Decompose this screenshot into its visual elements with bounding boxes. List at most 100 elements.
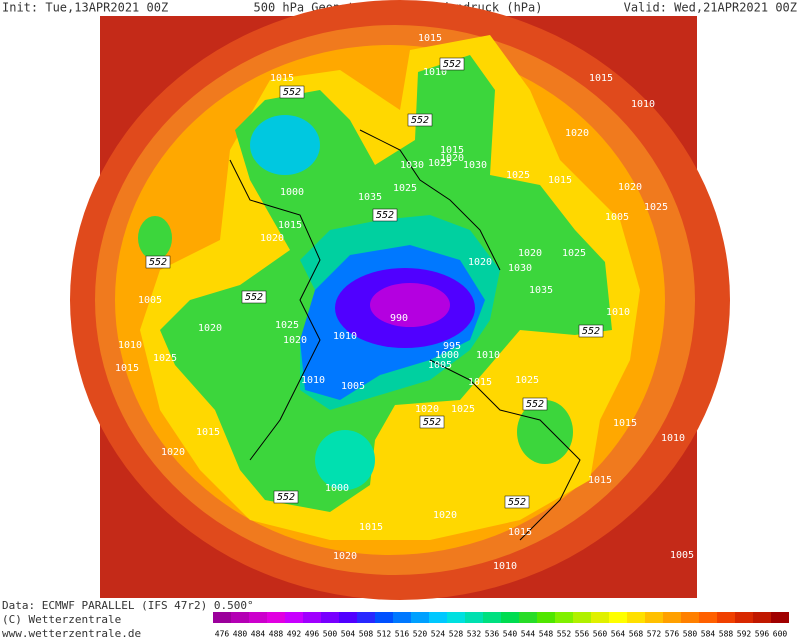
init-time: Init: Tue,13APR2021 00Z	[2, 1, 168, 15]
pressure-label: 1015	[589, 73, 613, 84]
colorbar-swatch	[501, 612, 519, 623]
colorbar-swatch	[555, 612, 573, 623]
colorbar-label: 556	[575, 630, 590, 639]
pressure-label: 1025	[451, 404, 475, 415]
colorbar-label: 588	[719, 630, 734, 639]
colorbar-label: 528	[449, 630, 464, 639]
pressure-label: 1010	[606, 307, 630, 318]
pressure-label: 1020	[440, 153, 464, 164]
pressure-label: 1010	[661, 433, 685, 444]
pressure-label: 1000	[280, 187, 304, 198]
pressure-label: 1025	[562, 248, 586, 259]
pressure-label: 1010	[301, 375, 325, 386]
pressure-label: 1000	[325, 483, 349, 494]
height-label: 552	[582, 326, 600, 337]
colorbar-label: 600	[773, 630, 788, 639]
data-source: Data: ECMWF PARALLEL (IFS 47r2) 0.500°	[2, 599, 254, 612]
pressure-label: 1015	[115, 363, 139, 374]
height-label-box	[279, 85, 305, 99]
height-label-box	[241, 290, 267, 304]
colorbar-label: 496	[305, 630, 320, 639]
pressure-label: 1010	[493, 561, 517, 572]
colorbar-label: 476	[215, 630, 230, 639]
colorbar-label: 568	[629, 630, 644, 639]
zone-green-west	[138, 216, 172, 260]
pressure-label: 1015	[468, 377, 492, 388]
colorbar-label: 536	[485, 630, 500, 639]
colorbar-label: 552	[557, 630, 572, 639]
colorbar-label: 492	[287, 630, 302, 639]
colorbar-label: 480	[233, 630, 248, 639]
height-label-box	[273, 490, 299, 504]
pressure-label: 1005	[605, 212, 629, 223]
pressure-label: 1035	[358, 192, 382, 203]
colorbar-swatch	[573, 612, 591, 623]
zone-purple	[370, 283, 450, 327]
height-label: 552	[526, 399, 544, 410]
pressure-label: 1030	[463, 160, 487, 171]
pressure-label: 1020	[198, 323, 222, 334]
height-label: 552	[376, 210, 394, 221]
colorbar-label: 532	[467, 630, 482, 639]
coastline	[359, 129, 501, 271]
copyright: (C) Wetterzentrale	[2, 613, 121, 626]
zone-cyan-south	[315, 430, 375, 490]
colorbar-label: 524	[431, 630, 446, 639]
pressure-label: 1015	[613, 418, 637, 429]
pressure-label: 1015	[508, 527, 532, 538]
pressure-label: 1015	[359, 522, 383, 533]
colorbar-swatch	[339, 612, 357, 623]
colorbar-label: 580	[683, 630, 698, 639]
pressure-label: 1020	[433, 510, 457, 521]
pressure-label: 1005	[428, 360, 452, 371]
website: www.wetterzentrale.de	[2, 627, 141, 640]
colorbar-swatch	[357, 612, 375, 623]
pressure-label: 1015	[278, 220, 302, 231]
pressure-label: 990	[390, 313, 408, 324]
colorbar-swatch	[681, 612, 699, 623]
colorbar-swatch	[537, 612, 555, 623]
colorbar-swatch	[717, 612, 735, 623]
colorbar-swatch	[375, 612, 393, 623]
pressure-label: 1025	[506, 170, 530, 181]
colorbar-swatch	[735, 612, 753, 623]
colorbar-label: 516	[395, 630, 410, 639]
pressure-label: 1025	[275, 320, 299, 331]
pressure-label: 1005	[138, 295, 162, 306]
pressure-label: 1005	[341, 381, 365, 392]
pressure-label: 1015	[588, 475, 612, 486]
colorbar-swatch	[663, 612, 681, 623]
height-label: 552	[423, 417, 441, 428]
colorbar-label: 584	[701, 630, 716, 639]
pressure-label: 1025	[644, 202, 668, 213]
colorbar-swatch	[285, 612, 303, 623]
pressure-label: 1020	[618, 182, 642, 193]
colorbar-label: 564	[611, 630, 626, 639]
pressure-label: 1015	[440, 145, 464, 156]
height-label-box	[372, 208, 398, 222]
height-label: 552	[245, 292, 263, 303]
colorbar-swatch	[519, 612, 537, 623]
height-label-box	[407, 113, 433, 127]
pressure-label: 1010	[476, 350, 500, 361]
pressure-label: 1015	[270, 73, 294, 84]
map	[70, 0, 730, 600]
colorbar-label: 560	[593, 630, 608, 639]
height-label-box	[522, 397, 548, 411]
colorbar-label: 596	[755, 630, 770, 639]
colorbar-swatch	[591, 612, 609, 623]
colorbar-swatch	[249, 612, 267, 623]
colorbar-label: 540	[503, 630, 518, 639]
colorbar-label: 592	[737, 630, 752, 639]
pressure-label: 1005	[670, 550, 694, 561]
colorbar-swatch	[231, 612, 249, 623]
height-label: 552	[508, 497, 526, 508]
colorbar-label: 520	[413, 630, 428, 639]
pressure-label: 1020	[415, 404, 439, 415]
pressure-label: 1020	[518, 248, 542, 259]
colorbar-swatch	[303, 612, 321, 623]
pressure-label: 1010	[423, 67, 447, 78]
colorbar-swatch	[483, 612, 501, 623]
colorbar-swatch	[771, 612, 789, 623]
